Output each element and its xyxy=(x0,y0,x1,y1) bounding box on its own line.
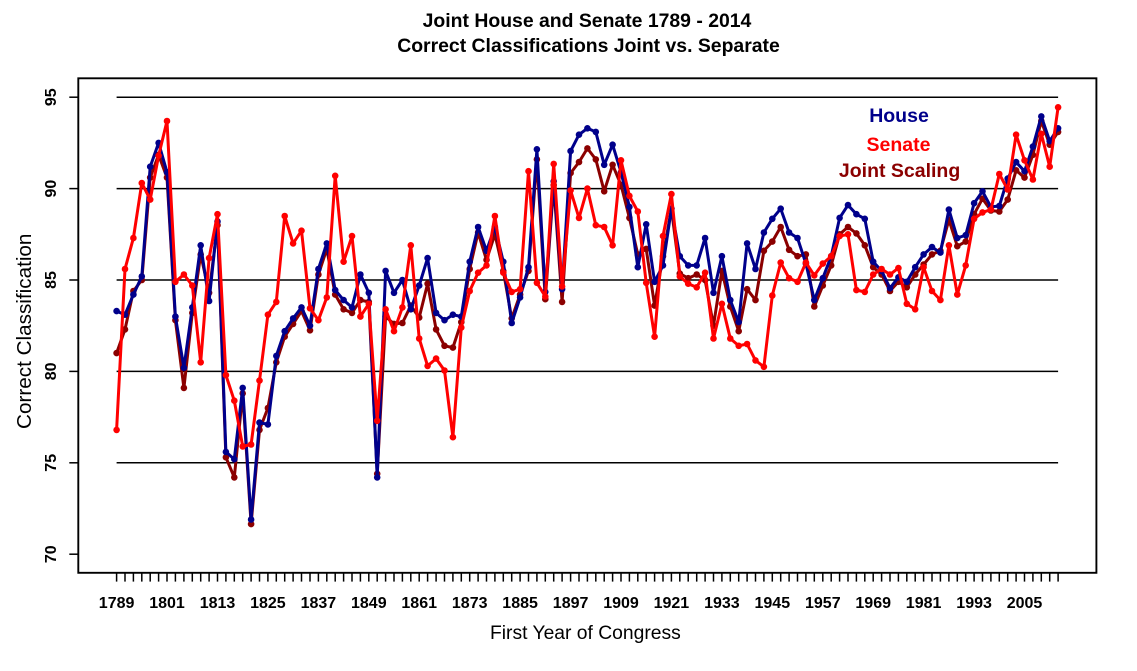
svg-text:1861: 1861 xyxy=(401,595,437,612)
svg-text:1813: 1813 xyxy=(200,595,236,612)
svg-text:1825: 1825 xyxy=(250,595,286,612)
svg-text:1909: 1909 xyxy=(603,595,639,612)
svg-text:1969: 1969 xyxy=(855,595,891,612)
svg-text:1837: 1837 xyxy=(301,595,337,612)
svg-text:75: 75 xyxy=(43,454,60,472)
svg-text:70: 70 xyxy=(43,545,60,563)
svg-text:1789: 1789 xyxy=(99,595,135,612)
svg-text:80: 80 xyxy=(43,362,60,380)
svg-text:1921: 1921 xyxy=(654,595,690,612)
svg-text:1801: 1801 xyxy=(149,595,185,612)
svg-text:1885: 1885 xyxy=(502,595,538,612)
svg-text:1933: 1933 xyxy=(704,595,740,612)
svg-text:95: 95 xyxy=(43,88,60,106)
svg-text:1993: 1993 xyxy=(956,595,992,612)
svg-text:1981: 1981 xyxy=(906,595,942,612)
svg-text:1897: 1897 xyxy=(553,595,589,612)
svg-text:1945: 1945 xyxy=(755,595,791,612)
svg-text:85: 85 xyxy=(43,271,60,289)
svg-text:1873: 1873 xyxy=(452,595,488,612)
svg-text:90: 90 xyxy=(43,180,60,198)
svg-text:2005: 2005 xyxy=(1007,595,1043,612)
svg-text:1957: 1957 xyxy=(805,595,841,612)
svg-text:1849: 1849 xyxy=(351,595,387,612)
